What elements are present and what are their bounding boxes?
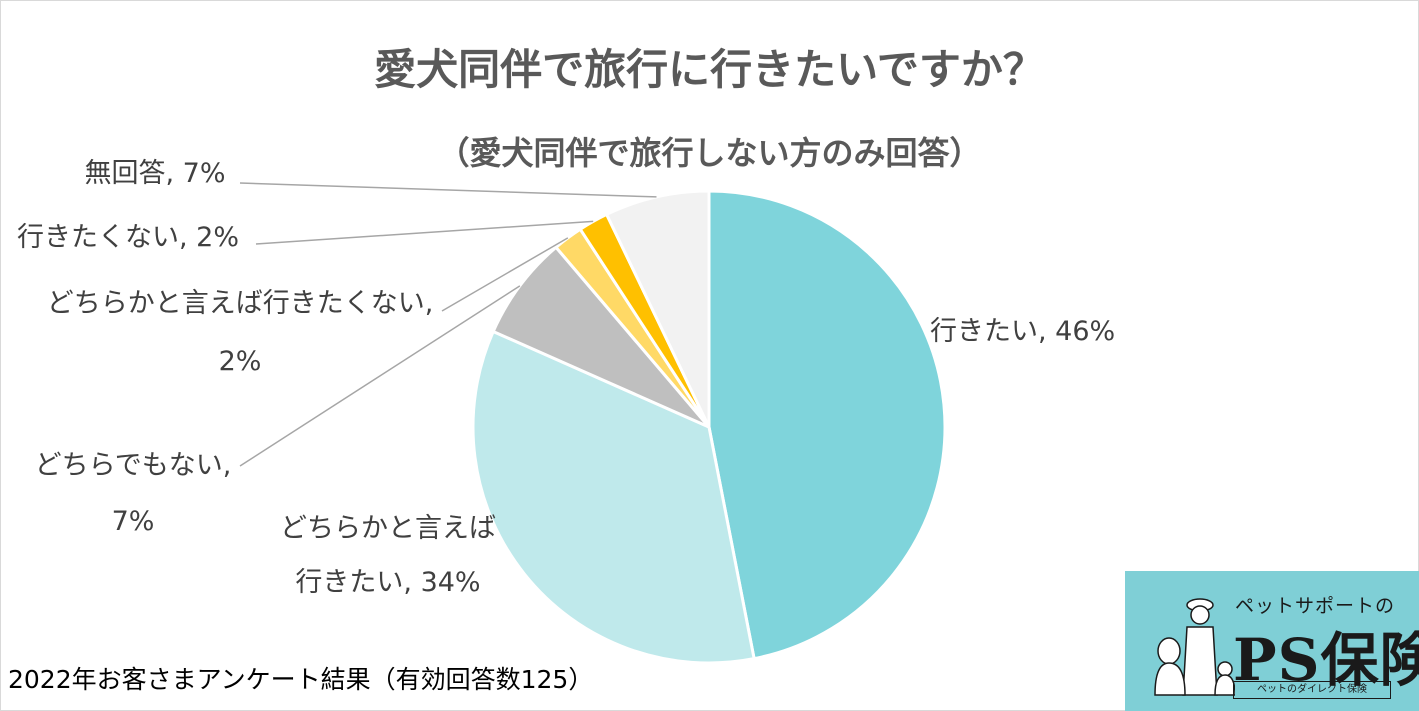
pie-slice — [707, 189, 947, 661]
slice-label: 行きたい, 46% — [930, 316, 1115, 347]
leader-line — [441, 237, 569, 312]
pie-slice — [471, 329, 756, 665]
pie-slice — [604, 189, 711, 428]
slice-label: どちらかと言えば行きたくない, — [47, 288, 434, 319]
logo-tagline: ペットサポートの — [1235, 595, 1396, 617]
survey-footnote: 2022年お客さまアンケート結果（有効回答数125） — [8, 665, 594, 694]
slice-label: どちらでもない, — [35, 450, 232, 481]
slice-label: 2% — [219, 346, 262, 377]
chart-subtitle: （愛犬同伴で旅行しない方のみ回答） — [437, 134, 982, 172]
ps-insurance-logo: ペットサポートの PS保険 ペットのダイレクト保険 — [1125, 571, 1419, 711]
pie-slice — [491, 245, 711, 429]
leader-line — [239, 285, 521, 467]
slice-label: 行きたくない, 2% — [17, 222, 239, 253]
leader-line — [239, 182, 657, 198]
slice-label: どちらかと言えば — [280, 513, 496, 544]
logo-subtitle: ペットのダイレクト保険 — [1233, 681, 1391, 699]
leader-line — [255, 220, 594, 245]
chart-title: 愛犬同伴で旅行に行きたいですか？ — [374, 45, 1045, 94]
pet-owner-illustration-icon — [1154, 598, 1235, 696]
slice-label: 無回答, 7% — [85, 158, 226, 189]
logo-name: PS保険 — [1233, 626, 1419, 694]
slice-label: 行きたい, 34% — [295, 567, 480, 598]
slice-label: 7% — [112, 506, 155, 537]
